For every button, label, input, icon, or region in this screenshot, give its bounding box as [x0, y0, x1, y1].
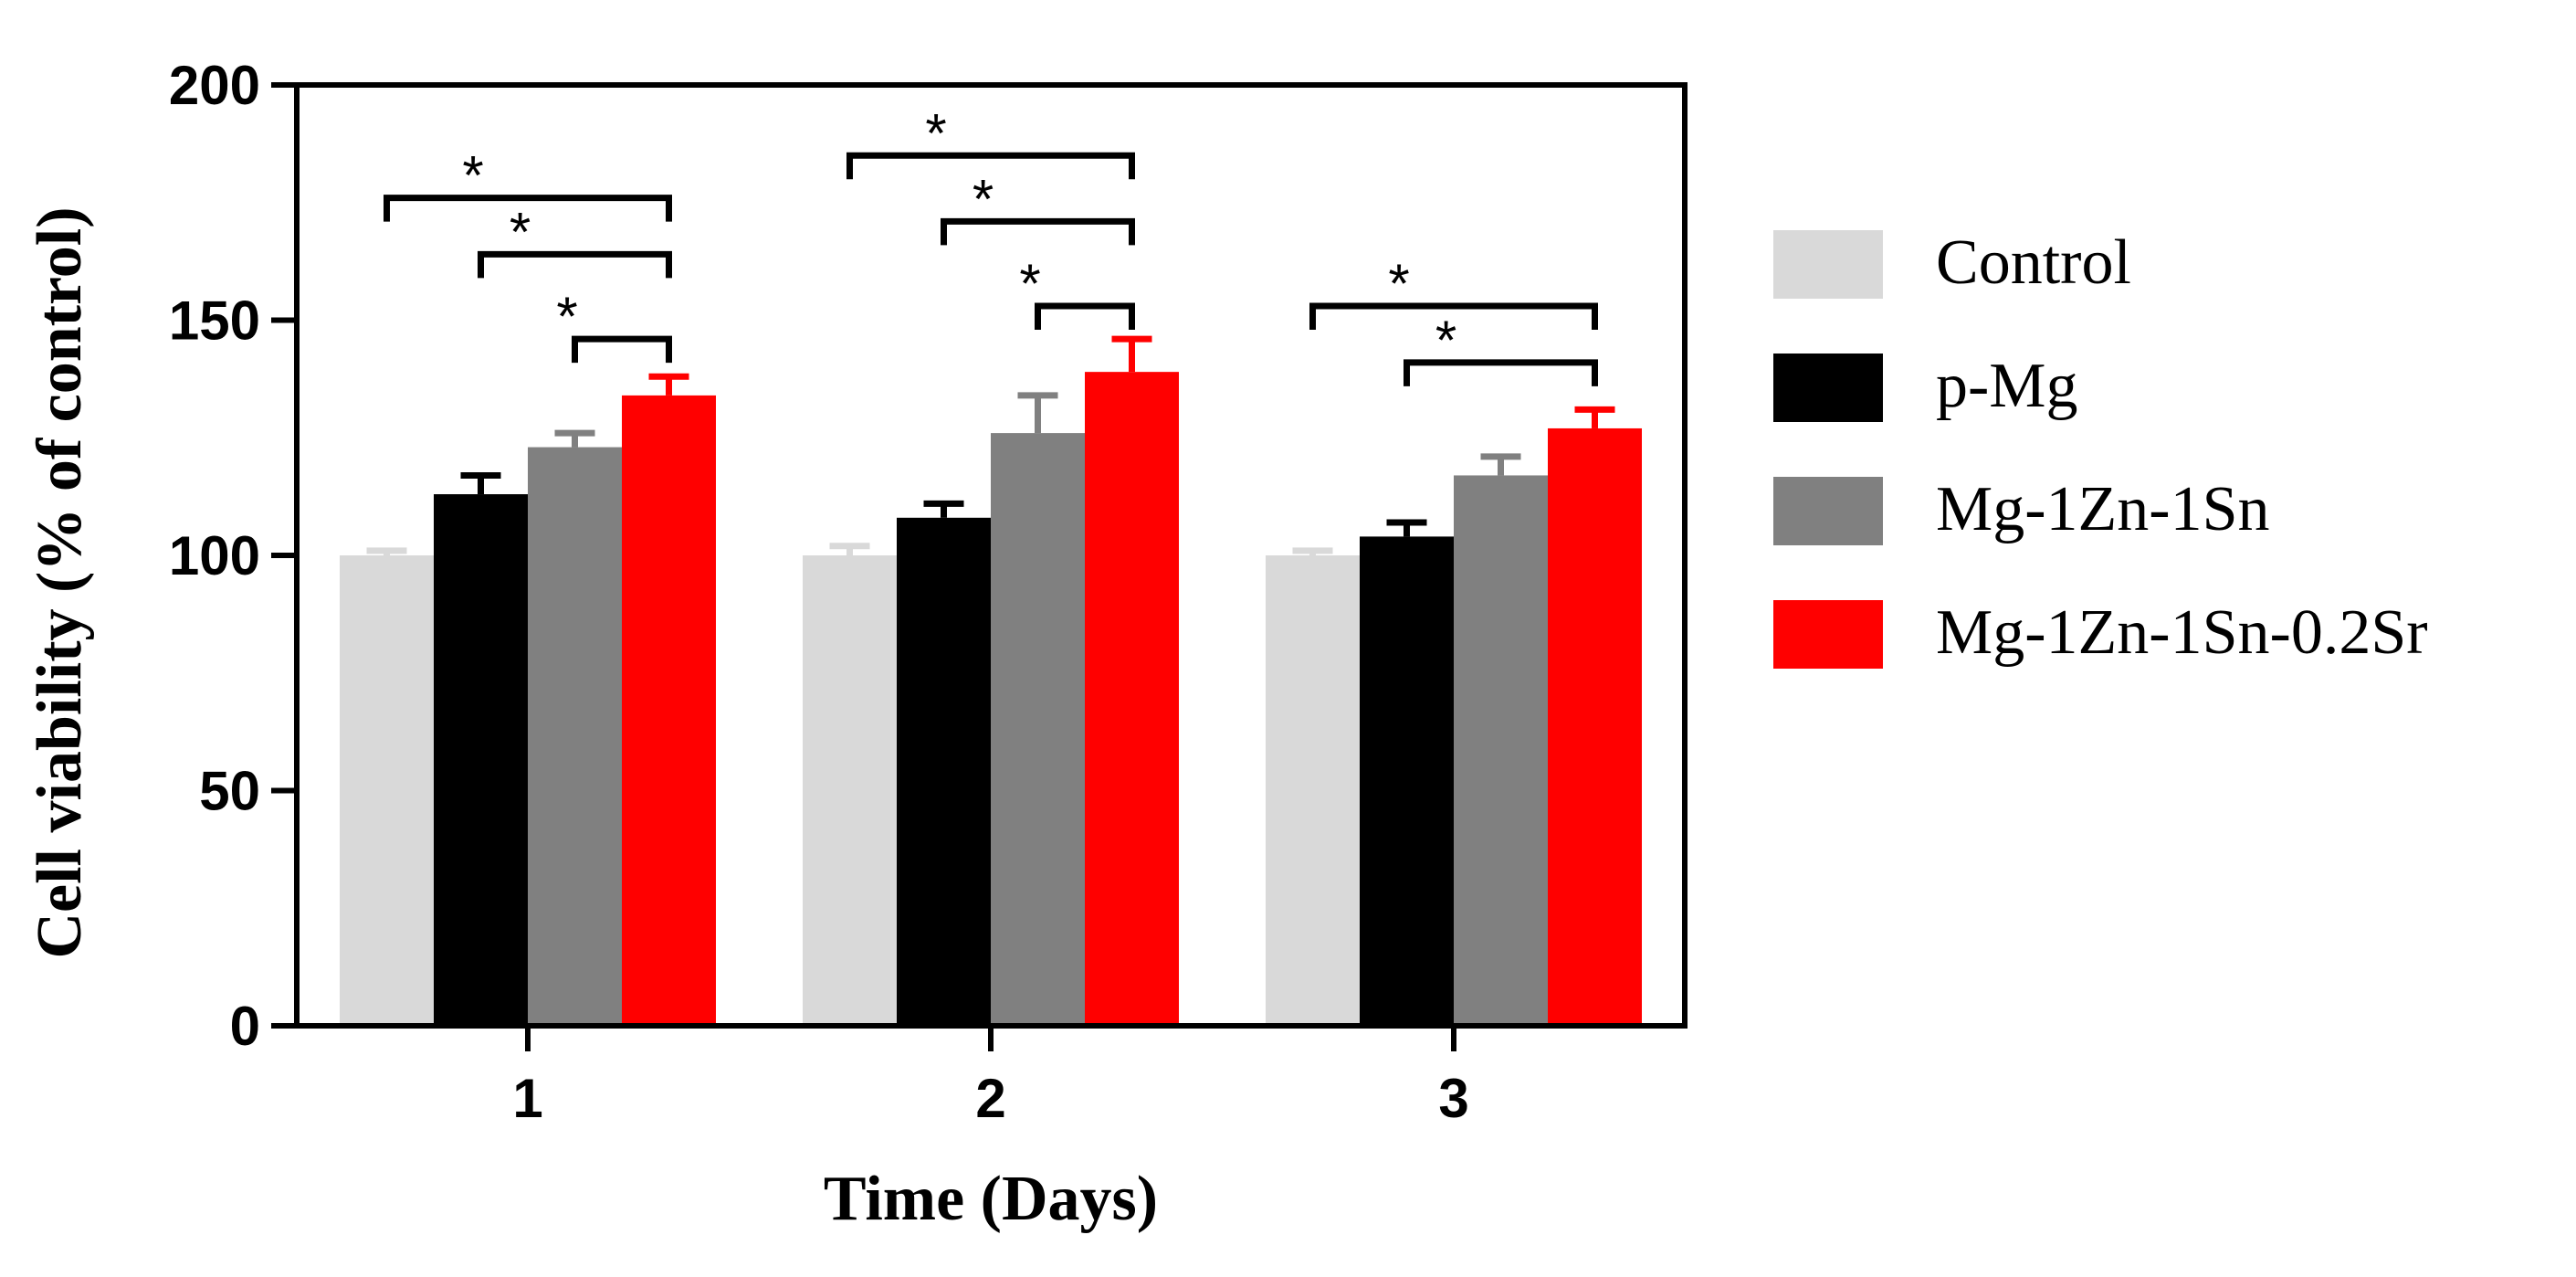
significance-bracket: [1404, 359, 1598, 386]
bar-mg-1zn-1sn-0-2sr-day2: [1085, 372, 1179, 1026]
bars-layer: [340, 372, 1642, 1027]
legend-label: p-Mg: [1936, 351, 2078, 421]
bar-mg-1zn-1sn-day1: [528, 447, 622, 1026]
significance-star: *: [556, 286, 577, 347]
y-axis-title: Cell viability (% of control): [25, 206, 95, 958]
bar-control-day2: [803, 555, 897, 1026]
legend-swatch-p-mg: [1773, 354, 1883, 422]
significance-star: *: [510, 201, 531, 262]
y-tick-label: 50: [199, 761, 260, 822]
significance-star: *: [1019, 253, 1040, 314]
x-axis: 1 2 3: [512, 1026, 1469, 1129]
legend-label: Control: [1936, 227, 2131, 298]
bar-p-mg-day1: [434, 494, 528, 1026]
significance-bracket: [384, 195, 672, 222]
error-bars-layer: [366, 335, 1615, 555]
bar-control-day3: [1266, 555, 1360, 1026]
x-tick-label: 3: [1438, 1068, 1468, 1129]
bar-mg-1zn-1sn-0-2sr-day1: [622, 395, 716, 1026]
bar-p-mg-day2: [897, 517, 991, 1026]
bar-mg-1zn-1sn-0-2sr-day3: [1548, 427, 1642, 1026]
significance-star: *: [1388, 253, 1409, 314]
legend-swatch-mg-1zn-1sn: [1773, 477, 1883, 545]
x-tick-label: 2: [975, 1068, 1005, 1129]
legend-swatch-control: [1773, 230, 1883, 299]
significance-bracket: [1035, 302, 1135, 331]
x-tick-label: 1: [512, 1068, 542, 1129]
significance-star: *: [973, 168, 994, 229]
bar-mg-1zn-1sn-day3: [1454, 475, 1548, 1026]
legend: Control p-Mg Mg-1Zn-1Sn Mg-1Zn-1Sn-0.2Sr: [1773, 227, 2428, 669]
y-tick-label: 100: [169, 525, 260, 586]
x-axis-title: Time (Days): [824, 1164, 1158, 1234]
y-axis: 0 50 100 150 200: [169, 55, 297, 1057]
legend-swatch-mg-1zn-1sn-0-2sr: [1773, 600, 1883, 669]
y-tick-label: 0: [230, 996, 260, 1057]
significance-star: *: [925, 102, 946, 164]
significance-layer: * * * * * * * *: [384, 102, 1598, 386]
legend-label: Mg-1Zn-1Sn-0.2Sr: [1936, 597, 2428, 668]
bar-control-day1: [340, 555, 434, 1026]
bar-mg-1zn-1sn-day2: [991, 433, 1085, 1027]
significance-bracket: [478, 250, 672, 279]
y-tick-label: 200: [169, 55, 260, 116]
significance-bracket: [572, 335, 672, 364]
significance-bracket: [1309, 302, 1598, 331]
significance-bracket: [941, 217, 1135, 246]
significance-star: *: [462, 145, 483, 206]
significance-star: *: [1435, 310, 1456, 371]
y-tick-label: 150: [169, 290, 260, 352]
legend-label: Mg-1Zn-1Sn: [1936, 474, 2270, 544]
significance-bracket: [846, 152, 1135, 180]
bar-p-mg-day3: [1360, 536, 1454, 1026]
